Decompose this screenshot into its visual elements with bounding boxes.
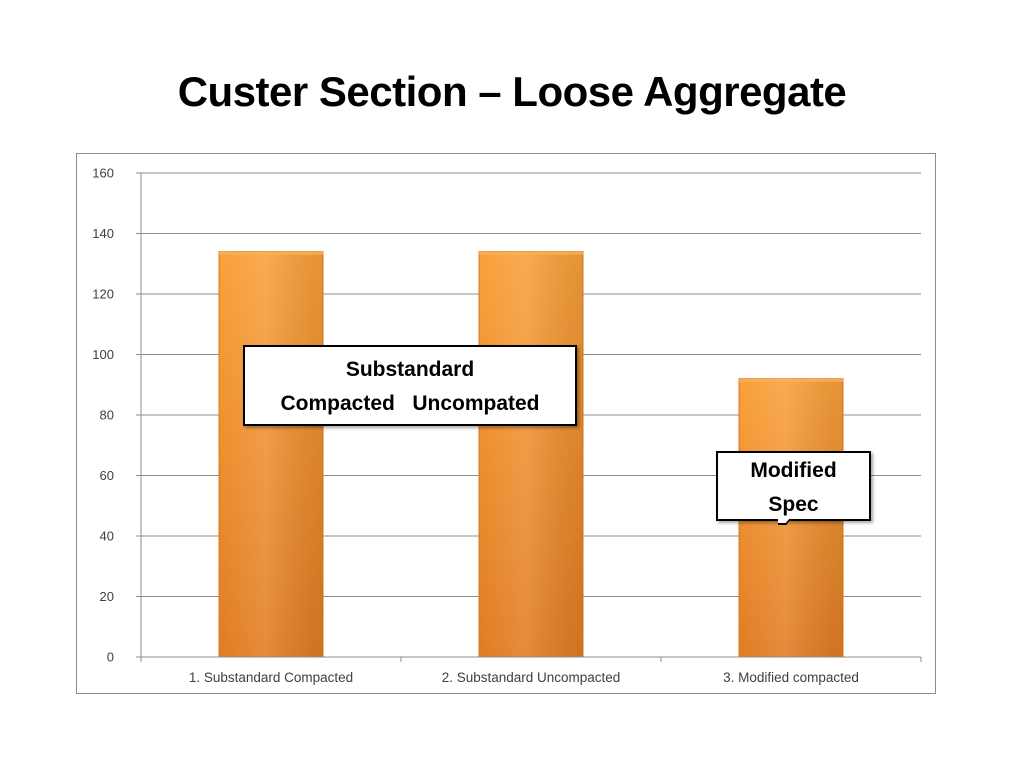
chart-frame: 0 20 40 60 80 100 120 140 160 1. Substandard Com… bbox=[76, 153, 936, 694]
callout-modified-line2: Spec bbox=[768, 493, 819, 516]
bar-sheen bbox=[479, 251, 583, 657]
callout-modified: Modified Spec bbox=[716, 451, 871, 521]
x-tick-label: 2. Substandard Uncompacted bbox=[442, 670, 621, 685]
y-tick-label: 140 bbox=[92, 226, 114, 241]
callout-pointer bbox=[778, 519, 792, 527]
y-tick-label: 20 bbox=[100, 589, 114, 604]
callout-substandard-line2: Compacted Uncompated bbox=[280, 392, 540, 415]
y-tick-label: 80 bbox=[100, 408, 114, 423]
y-tick-label: 40 bbox=[100, 529, 114, 544]
callout-substandard-line1: Substandard bbox=[345, 358, 475, 381]
y-tick-label: 160 bbox=[92, 166, 114, 181]
x-tick-label: 3. Modified compacted bbox=[723, 670, 859, 685]
y-axis-ticks: 0 20 40 60 80 100 120 140 160 bbox=[92, 166, 141, 665]
slide-title: Custer Section – Loose Aggregate bbox=[177, 68, 847, 115]
y-tick-label: 60 bbox=[100, 468, 114, 483]
x-tick-label: 1. Substandard Compacted bbox=[189, 670, 353, 685]
axes bbox=[140, 173, 921, 658]
y-tick-label: 120 bbox=[92, 287, 114, 302]
y-tick-label: 0 bbox=[107, 650, 114, 665]
bar-sheen bbox=[219, 251, 323, 657]
bar-top-bevel bbox=[479, 251, 583, 255]
callout-modified-line1: Modified bbox=[750, 459, 837, 482]
bar-top-bevel bbox=[219, 251, 323, 255]
x-axis-ticks: 1. Substandard Compacted 2. Substandard U… bbox=[140, 657, 922, 685]
callout-substandard: Substandard Compacted Uncompated bbox=[243, 345, 577, 426]
bar-top-bevel bbox=[739, 378, 843, 382]
y-tick-label: 100 bbox=[92, 347, 114, 362]
